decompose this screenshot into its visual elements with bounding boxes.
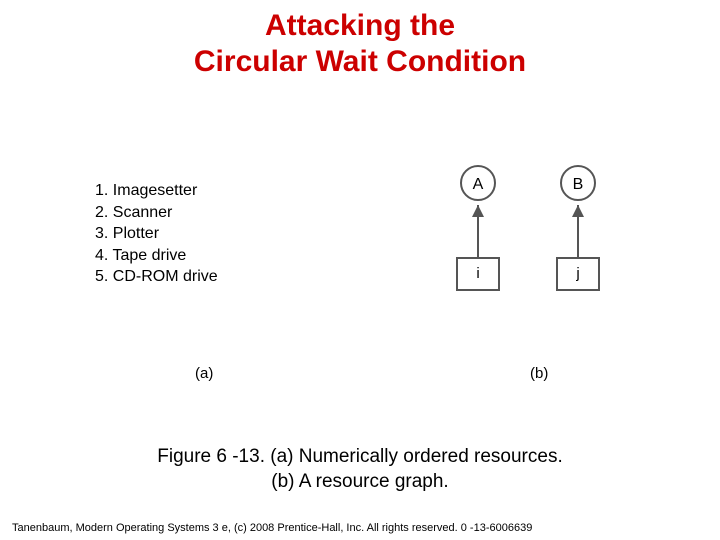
node-label: i [476,265,479,282]
part-a-label: (a) [195,365,213,382]
list-item: 5. CD-ROM drive [95,266,325,288]
figure-caption: Figure 6 -13. (a) Numerically ordered re… [0,445,720,494]
resource-list: 1. Imagesetter 2. Scanner 3. Plotter 4. … [95,180,325,288]
part-b-graph: A B i j [430,165,670,345]
node-label: A [473,176,484,193]
part-a: 1. Imagesetter 2. Scanner 3. Plotter 4. … [95,180,325,288]
caption-line-1: Figure 6 -13. (a) Numerically ordered re… [157,446,563,467]
node-i: i [456,257,500,291]
footer-cite: Tanenbaum, Modern Operating Systems 3 e,… [12,522,532,534]
slide: Attacking the Circular Wait Condition 1.… [0,0,720,540]
node-label: B [573,176,584,193]
list-item: 3. Plotter [95,223,325,245]
node-j: j [556,257,600,291]
node-B: B [560,165,596,201]
list-item: 4. Tape drive [95,245,325,267]
node-A: A [460,165,496,201]
list-item: 1. Imagesetter [95,180,325,202]
title-line-1: Attacking the [265,9,455,42]
node-label: j [576,265,579,282]
caption-line-2: (b) A resource graph. [271,471,448,492]
part-b-label: (b) [530,365,548,382]
list-item: 2. Scanner [95,202,325,224]
slide-title: Attacking the Circular Wait Condition [0,8,720,80]
title-line-2: Circular Wait Condition [194,45,526,78]
